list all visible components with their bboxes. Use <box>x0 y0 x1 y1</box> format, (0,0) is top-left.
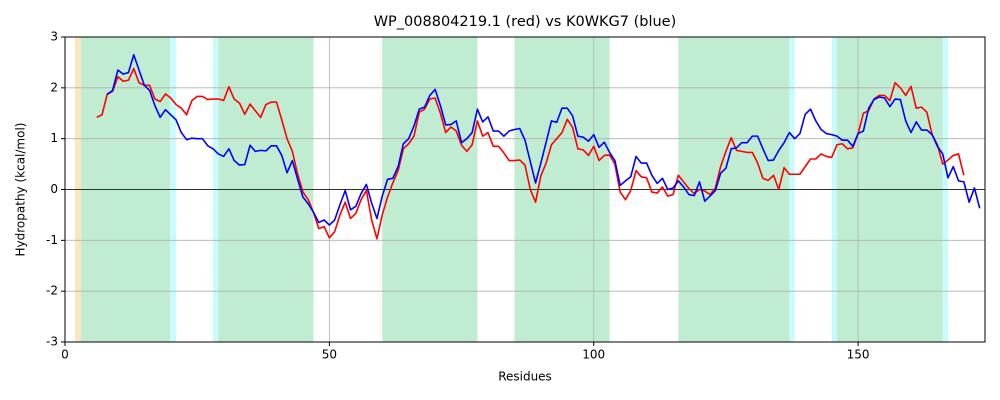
y-tick-label: 0 <box>50 182 58 196</box>
y-axis-label: Hydropathy (kcal/mol) <box>14 123 28 257</box>
y-tick-label: -2 <box>46 284 58 298</box>
y-tick-label: 3 <box>50 30 58 44</box>
y-tick-label: 2 <box>50 80 58 94</box>
chart-title: WP_008804219.1 (red) vs K0WKG7 (blue) <box>374 14 677 30</box>
x-tick-label: 100 <box>582 348 605 362</box>
line-series <box>96 67 965 240</box>
plot-frame <box>64 36 986 343</box>
y-tick-label: 1 <box>50 131 58 145</box>
y-tick-label: -3 <box>46 335 58 349</box>
plot-area <box>65 37 985 342</box>
x-axis-label: Residues <box>498 370 552 384</box>
x-tick-label: 50 <box>322 348 337 362</box>
line-series <box>106 53 981 226</box>
x-tick-label: 0 <box>61 348 69 362</box>
y-tick-label: -1 <box>46 233 58 247</box>
x-tick-label: 150 <box>847 348 870 362</box>
